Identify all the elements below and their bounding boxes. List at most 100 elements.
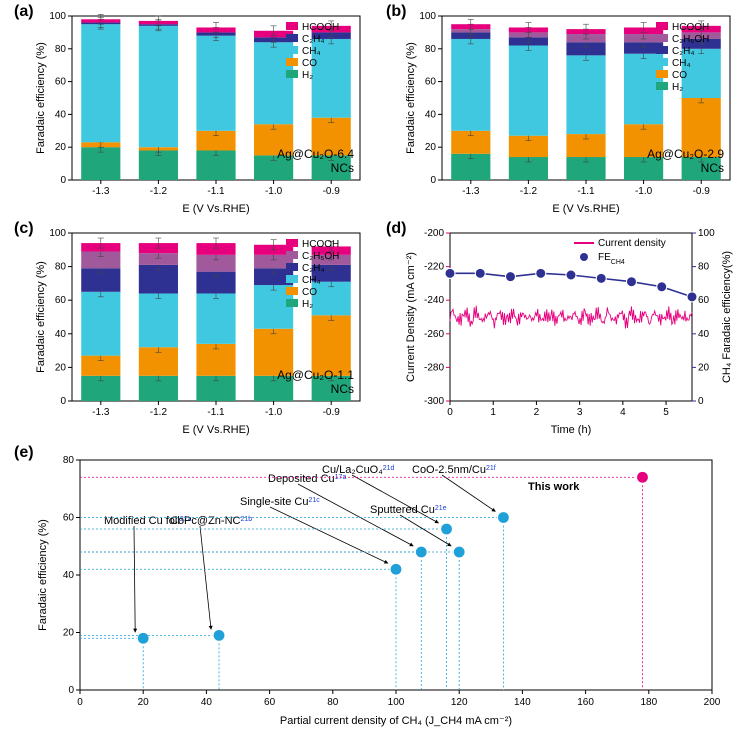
svg-text:40: 40 <box>55 329 67 340</box>
svg-text:100: 100 <box>388 697 405 708</box>
svg-text:0: 0 <box>698 396 704 407</box>
svg-text:20: 20 <box>55 142 67 153</box>
svg-text:-300: -300 <box>424 396 444 407</box>
svg-text:-220: -220 <box>424 262 444 273</box>
svg-text:-1.2: -1.2 <box>150 407 168 418</box>
svg-text:HCOOH: HCOOH <box>302 22 339 33</box>
svg-text:C₂H₄: C₂H₄ <box>302 34 324 45</box>
svg-text:Single-site Cu21c: Single-site Cu21c <box>240 496 320 508</box>
svg-text:NCs: NCs <box>331 161 354 175</box>
svg-text:-280: -280 <box>424 362 444 373</box>
svg-text:-1.3: -1.3 <box>92 186 110 197</box>
svg-text:C₂H₅OH: C₂H₅OH <box>302 251 339 262</box>
svg-text:80: 80 <box>327 697 339 708</box>
svg-text:-1.3: -1.3 <box>92 407 110 418</box>
svg-text:Cu/La₂CuO₄21d: Cu/La₂CuO₄21d <box>322 464 395 476</box>
svg-text:4: 4 <box>620 407 626 418</box>
svg-text:-1.0: -1.0 <box>265 186 283 197</box>
svg-text:3: 3 <box>577 407 583 418</box>
svg-text:Faradaic efficiency (%): Faradaic efficiency (%) <box>405 42 417 154</box>
svg-text:100: 100 <box>49 11 66 22</box>
svg-text:20: 20 <box>425 142 437 153</box>
svg-text:40: 40 <box>55 109 67 120</box>
svg-text:20: 20 <box>698 362 710 373</box>
svg-text:-200: -200 <box>424 228 444 239</box>
svg-text:NCs: NCs <box>331 382 354 396</box>
svg-text:-240: -240 <box>424 295 444 306</box>
svg-text:Sputtered Cu21e: Sputtered Cu21e <box>370 504 447 516</box>
svg-text:HCOOH: HCOOH <box>302 239 339 250</box>
svg-text:C₂H₅OH: C₂H₅OH <box>672 34 709 45</box>
svg-text:Partial current density of CH₄: Partial current density of CH₄ (J_CH4 mA… <box>280 715 512 727</box>
svg-text:HCOOH: HCOOH <box>672 22 709 33</box>
svg-text:E (V Vs.RHE): E (V Vs.RHE) <box>182 203 249 215</box>
svg-text:-1.2: -1.2 <box>520 186 538 197</box>
svg-text:CoPc@Zn-NC21b: CoPc@Zn-NC21b <box>170 515 252 527</box>
svg-text:CoO-2.5nm/Cu21f: CoO-2.5nm/Cu21f <box>412 464 496 476</box>
svg-text:H₂: H₂ <box>302 299 313 310</box>
svg-text:200: 200 <box>704 697 721 708</box>
svg-text:20: 20 <box>63 628 75 639</box>
chart-panel-e: 020406080100120140160180200Partial curre… <box>30 450 730 730</box>
svg-text:100: 100 <box>698 228 715 239</box>
svg-text:80: 80 <box>698 262 710 273</box>
svg-text:20: 20 <box>55 362 67 373</box>
svg-text:Faradaic efficiency (%): Faradaic efficiency (%) <box>37 519 49 631</box>
svg-text:-1.1: -1.1 <box>207 407 225 418</box>
svg-text:-1.1: -1.1 <box>207 186 225 197</box>
svg-text:CH₄: CH₄ <box>302 46 321 57</box>
svg-text:Time (h): Time (h) <box>551 424 592 436</box>
svg-text:180: 180 <box>640 697 657 708</box>
svg-text:60: 60 <box>55 295 67 306</box>
chart-panel-d: -300-280-260-240-220-200Current Density … <box>400 225 740 439</box>
svg-text:C₂H₄: C₂H₄ <box>302 263 324 274</box>
svg-text:60: 60 <box>264 697 276 708</box>
svg-text:-1.1: -1.1 <box>577 186 595 197</box>
svg-text:Current density: Current density <box>598 238 666 249</box>
chart-panel-a: 020406080100Faradaic efficiency (%)-1.3-… <box>30 8 370 218</box>
svg-text:0: 0 <box>77 697 83 708</box>
svg-text:80: 80 <box>425 44 437 55</box>
svg-text:FECH4: FECH4 <box>598 252 625 266</box>
svg-text:E (V Vs.RHE): E (V Vs.RHE) <box>552 203 619 215</box>
svg-text:-0.9: -0.9 <box>323 186 341 197</box>
chart-panel-c: 0 20 40 60 80 100 Faradaic efficiency (%) -1.3 -… <box>30 225 370 439</box>
svg-text:Ag@Cu₂O-1.1: Ag@Cu₂O-1.1 <box>277 368 354 382</box>
svg-text:160: 160 <box>577 697 594 708</box>
svg-text:0: 0 <box>430 175 436 186</box>
svg-text:CO: CO <box>302 58 317 69</box>
svg-text:Faradaic efficiency (%): Faradaic efficiency (%) <box>35 42 47 154</box>
svg-text:0: 0 <box>60 396 66 407</box>
svg-text:40: 40 <box>698 329 710 340</box>
svg-text:H₂: H₂ <box>302 70 313 81</box>
svg-text:Ag@Cu₂O-6.4: Ag@Cu₂O-6.4 <box>277 147 354 161</box>
svg-text:60: 60 <box>698 295 710 306</box>
svg-text:60: 60 <box>63 513 75 524</box>
svg-text:0: 0 <box>60 175 66 186</box>
svg-text:E (V Vs.RHE): E (V Vs.RHE) <box>182 424 249 436</box>
svg-text:60: 60 <box>425 77 437 88</box>
svg-text:-1.0: -1.0 <box>265 407 283 418</box>
svg-text:1: 1 <box>490 407 496 418</box>
svg-text:2: 2 <box>534 407 540 418</box>
svg-text:80: 80 <box>55 262 67 273</box>
svg-text:CH₄: CH₄ <box>302 275 321 286</box>
svg-text:120: 120 <box>451 697 468 708</box>
svg-text:-1.0: -1.0 <box>635 186 653 197</box>
svg-text:Current Density (mA cm⁻²): Current Density (mA cm⁻²) <box>405 252 417 382</box>
svg-text:20: 20 <box>138 697 150 708</box>
svg-text:5: 5 <box>663 407 669 418</box>
chart-panel-b: 020406080100Faradaic efficiency (%)-1.3-… <box>400 8 740 218</box>
svg-text:-0.9: -0.9 <box>323 407 341 418</box>
svg-text:Faradaic efficiency (%): Faradaic efficiency (%) <box>35 261 47 373</box>
svg-text:40: 40 <box>63 570 75 581</box>
svg-text:60: 60 <box>55 77 67 88</box>
svg-text:40: 40 <box>201 697 213 708</box>
svg-text:80: 80 <box>63 455 75 466</box>
svg-text:0: 0 <box>68 685 74 696</box>
svg-text:NCs: NCs <box>701 161 724 175</box>
svg-text:CH₄: CH₄ <box>672 58 691 69</box>
svg-text:100: 100 <box>49 228 66 239</box>
svg-text:Ag@Cu₂O-2.9: Ag@Cu₂O-2.9 <box>647 147 724 161</box>
svg-text:-0.9: -0.9 <box>693 186 711 197</box>
